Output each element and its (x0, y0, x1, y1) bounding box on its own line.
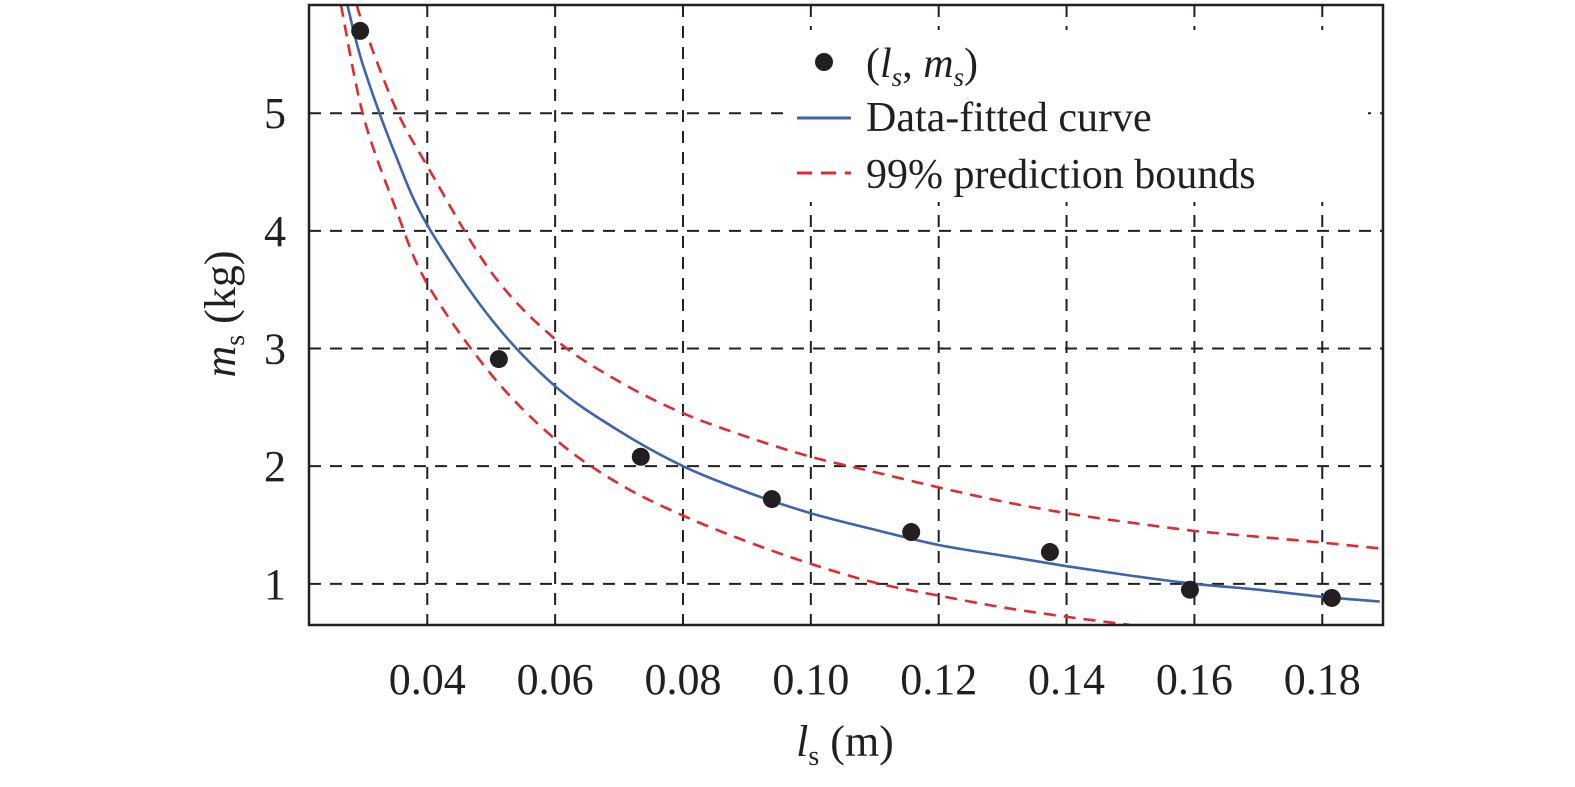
y-tick-label: 3 (264, 325, 286, 374)
y-tick-label: 5 (264, 89, 286, 138)
legend-fit-label: Data-fitted curve (866, 95, 1152, 141)
legend-point-marker (815, 53, 833, 71)
data-point (902, 523, 921, 542)
y-tick-label: 1 (264, 560, 286, 609)
legend-bounds-label: 99% prediction bounds (866, 152, 1256, 198)
data-points (351, 21, 1341, 607)
x-tick-label: 0.06 (517, 655, 594, 704)
plot-frame (307, 3, 1385, 627)
y-tick-labels: 1 2 3 4 5 (264, 89, 286, 609)
x-tick-label: 0.04 (389, 655, 466, 704)
data-point (1180, 580, 1199, 599)
x-tick-label: 0.16 (1156, 655, 1233, 704)
data-point (489, 350, 508, 369)
legend-item-bounds: 99% prediction bounds (797, 152, 1256, 198)
x-tick-label: 0.14 (1028, 655, 1105, 704)
prediction-bound-upper (355, 5, 1380, 550)
data-point (631, 447, 650, 466)
x-axis-title: ls (m) (796, 717, 894, 772)
y-axis-title: ms (kg) (196, 251, 251, 378)
legend-item-points: (ls, ms) (815, 41, 978, 92)
x-tick-label: 0.08 (644, 655, 721, 704)
x-tick-label: 0.18 (1284, 655, 1361, 704)
prediction-bound-lower (339, 5, 1131, 625)
data-point (1040, 543, 1059, 562)
x-tick-label: 0.12 (900, 655, 977, 704)
y-tick-label: 2 (264, 442, 286, 491)
legend: (ls, ms) Data-fitted curve 99% predictio… (790, 30, 1368, 202)
legend-background (790, 30, 1368, 202)
x-tick-label: 0.10 (772, 655, 849, 704)
data-point (351, 21, 370, 40)
y-tick-label: 4 (264, 207, 286, 256)
legend-points-label: (ls, ms) (866, 41, 978, 92)
data-point (762, 490, 781, 509)
data-point (1322, 588, 1341, 607)
x-tick-labels: 0.04 0.06 0.08 0.10 0.12 0.14 0.16 0.18 (389, 655, 1361, 704)
legend-item-fit: Data-fitted curve (797, 95, 1152, 141)
